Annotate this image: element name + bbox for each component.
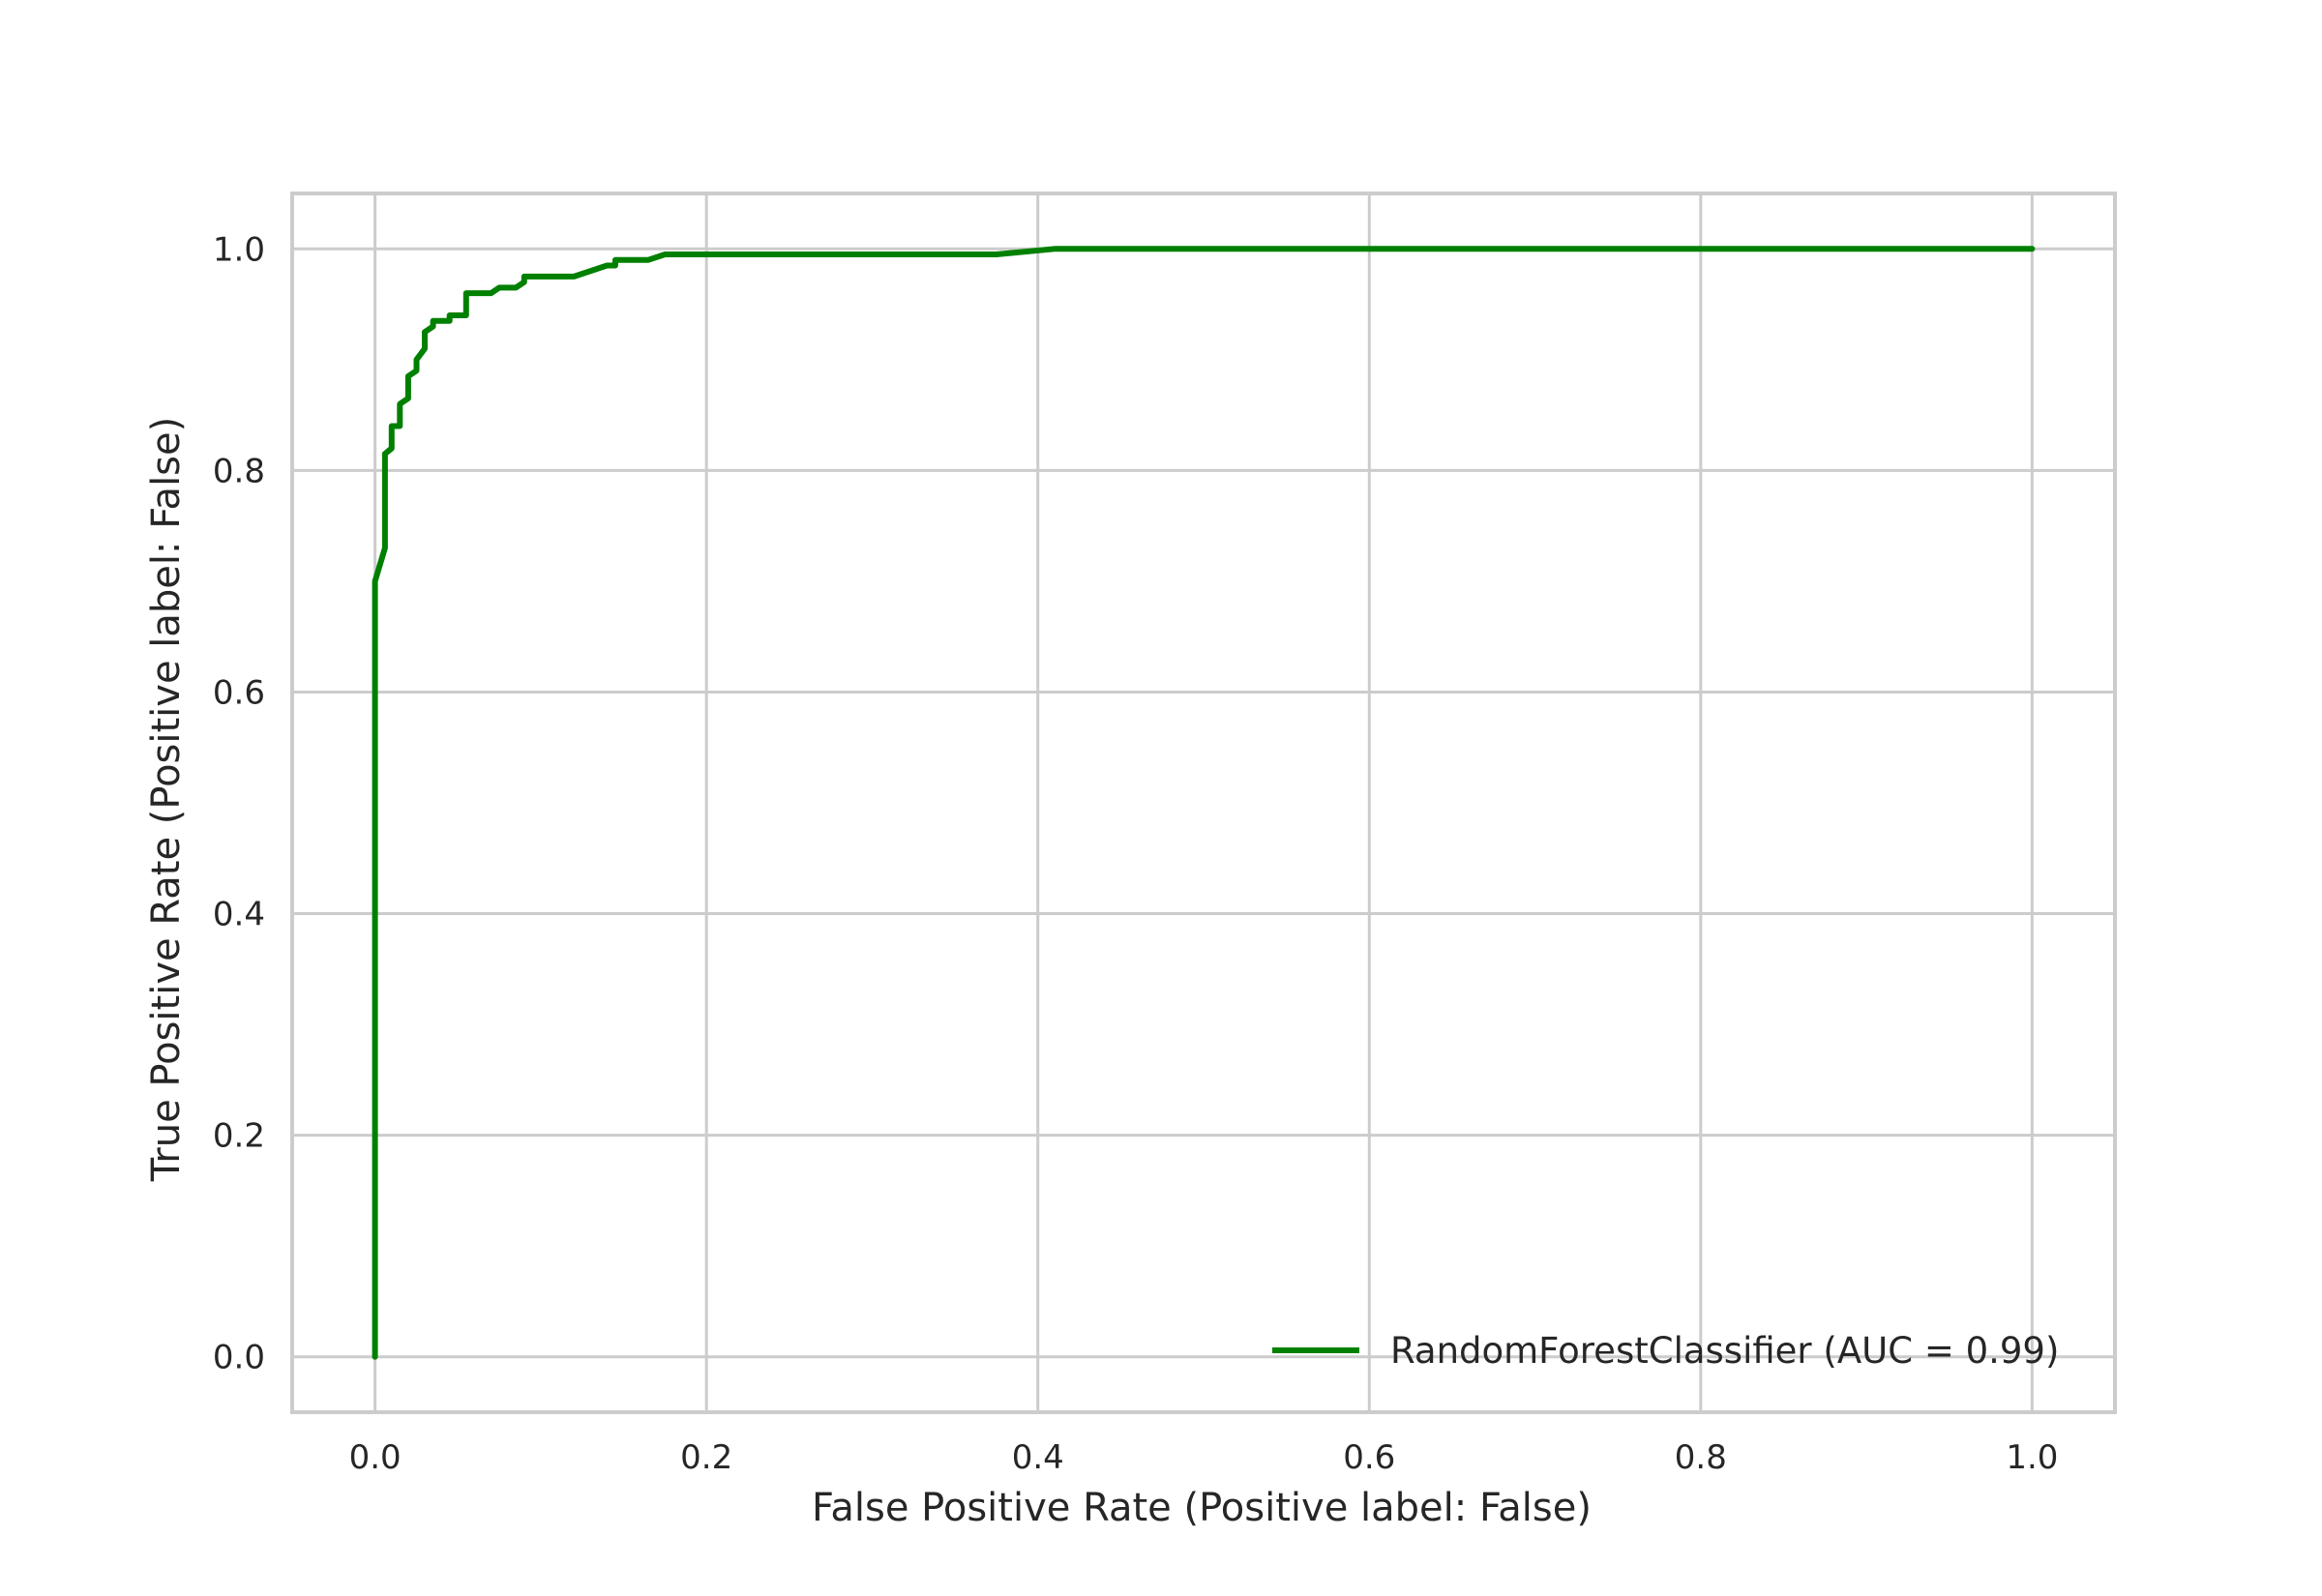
y-tick-label: 0.2: [213, 1117, 265, 1156]
legend: RandomForestClassifier (AUC = 0.99): [1272, 1330, 2059, 1372]
y-tick-label: 0.6: [213, 673, 265, 712]
y-tick-label: 0.4: [213, 896, 265, 934]
grid: [292, 193, 2115, 1412]
x-axis-label: False Positive Rate (Positive label: Fal…: [812, 1486, 1592, 1530]
y-axis-ticks: 0.0 0.2 0.4 0.6 0.8 1.0: [213, 230, 265, 1376]
series-layer: [372, 246, 2036, 1360]
x-tick-label: 1.0: [2006, 1438, 2058, 1477]
y-tick-label: 0.8: [213, 452, 265, 490]
x-axis-ticks: 0.0 0.2 0.4 0.6 0.8 1.0: [349, 1438, 2059, 1477]
x-tick-label: 0.6: [1343, 1438, 1395, 1477]
x-tick-label: 0.2: [680, 1438, 732, 1477]
y-tick-label: 0.0: [213, 1339, 265, 1377]
x-tick-label: 0.8: [1675, 1438, 1727, 1477]
y-tick-label: 1.0: [213, 230, 265, 269]
legend-label: RandomForestClassifier (AUC = 0.99): [1390, 1330, 2059, 1372]
x-tick-label: 0.0: [349, 1438, 402, 1477]
plot-frame: [290, 192, 2117, 1414]
y-axis-label: True Positive Rate (Positive label: Fals…: [144, 417, 189, 1183]
x-tick-label: 0.4: [1012, 1438, 1064, 1477]
series-line-0: [372, 246, 2036, 1360]
